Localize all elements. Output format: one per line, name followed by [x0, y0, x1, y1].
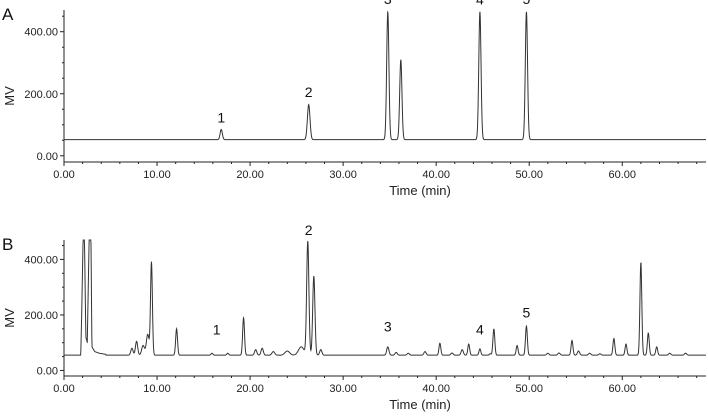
peak-label-3: 3 — [384, 0, 392, 7]
panel-label: A — [2, 5, 14, 24]
y-tick-label: 0.00 — [37, 151, 58, 163]
peak-label-2: 2 — [305, 222, 313, 238]
x-tick-label: 0.00 — [53, 169, 74, 181]
peak-label-1: 1 — [217, 109, 225, 125]
y-tick-label: 200.00 — [24, 89, 58, 101]
x-tick-label: 50.00 — [515, 169, 543, 181]
x-tick-label: 20.00 — [236, 383, 264, 395]
peak-label-5: 5 — [523, 305, 531, 321]
chart-panel-a: A 0.00 10.00 20.00 30.00 40.00 50.00 60.00 0.00 2… — [2, 0, 706, 198]
x-tick-label: 60.00 — [608, 169, 636, 181]
peak-label-2: 2 — [305, 84, 313, 100]
y-tick-label: 400.00 — [24, 27, 58, 39]
y-axis-title: MV — [2, 308, 17, 328]
panel-label: B — [2, 235, 13, 254]
y-tick-label: 400.00 — [24, 254, 58, 266]
x-tick-label: 40.00 — [422, 169, 450, 181]
x-tick-label: 50.00 — [515, 383, 543, 395]
x-tick-label: 30.00 — [329, 383, 357, 395]
x-tick-label: 30.00 — [329, 169, 357, 181]
y-axis-title: MV — [2, 86, 17, 106]
peak-label-4: 4 — [476, 321, 484, 337]
x-axis-title: Time (min) — [389, 183, 451, 198]
x-axis-title: Time (min) — [389, 397, 451, 412]
peak-label-4: 4 — [476, 0, 484, 7]
y-tick-label: 200.00 — [24, 310, 58, 322]
x-tick-label: 10.00 — [143, 383, 171, 395]
x-tick-label: 60.00 — [608, 383, 636, 395]
x-tick-label: 10.00 — [143, 169, 171, 181]
y-tick-label: 0.00 — [37, 365, 58, 377]
peak-label-5: 5 — [523, 0, 531, 7]
x-tick-label: 20.00 — [236, 169, 264, 181]
x-tick-label: 40.00 — [422, 383, 450, 395]
chromatogram-trace — [64, 10, 706, 141]
x-tick-label: 0.00 — [53, 383, 74, 395]
chromatogram-trace — [64, 239, 706, 356]
peak-label-3: 3 — [384, 319, 392, 335]
peak-label-1: 1 — [213, 321, 221, 337]
chart-panel-b: B 0.00 10.00 20.00 30.00 40.00 50.00 60.00 0.00 2… — [2, 222, 706, 412]
